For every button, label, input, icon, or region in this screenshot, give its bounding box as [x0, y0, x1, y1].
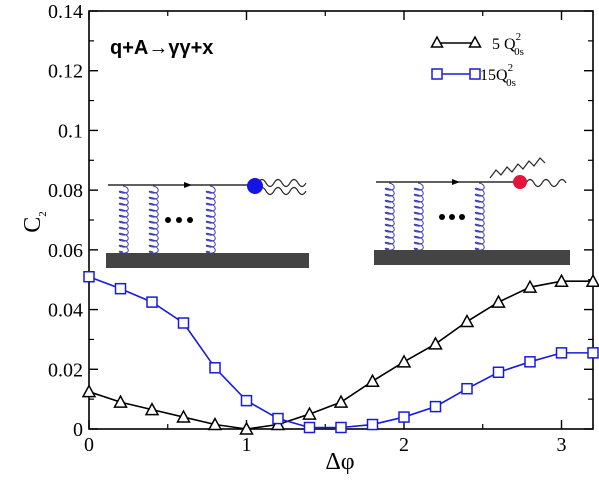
data-point	[398, 411, 410, 423]
nucleus-bar	[374, 250, 570, 265]
y-axis-label-sub: 2	[37, 211, 49, 217]
y-tick-label: 0.08	[48, 180, 83, 202]
arrow-icon	[452, 179, 460, 185]
ellipsis-dot	[449, 214, 455, 220]
data-point	[303, 421, 316, 434]
gluon-lines	[384, 182, 485, 251]
data-point	[429, 400, 442, 413]
gluon-lines	[118, 185, 216, 254]
y-tick-label: 0.12	[48, 61, 83, 83]
x-axis-label: Δφ	[325, 449, 354, 475]
data-point	[587, 347, 599, 359]
data-point	[522, 279, 538, 293]
y-axis-label-main: C	[20, 217, 46, 233]
data-point	[396, 354, 412, 368]
arrow-icon	[184, 182, 192, 188]
data-point	[113, 394, 128, 408]
series-15q	[83, 270, 599, 434]
data-point	[302, 406, 317, 420]
data-point	[114, 282, 127, 295]
photon-line	[257, 178, 307, 188]
left-diagram	[106, 178, 309, 268]
data-point	[83, 270, 95, 283]
legend-marker-triangle	[430, 35, 444, 48]
data-point	[144, 402, 160, 416]
data-point	[366, 418, 379, 431]
data-point	[492, 366, 505, 379]
legend-entry-5q: 5 Q2 0s	[430, 31, 524, 58]
legend-label-5q: 5 Q	[492, 36, 516, 53]
data-point	[209, 362, 221, 374]
x-tick-label: 2	[399, 434, 409, 456]
data-point	[239, 421, 254, 435]
data-point	[491, 294, 506, 308]
nucleus-bar	[106, 253, 309, 268]
data-point	[240, 394, 253, 407]
photon-line	[489, 157, 546, 179]
y-tick-label: 0.02	[48, 359, 83, 381]
legend-marker-square	[469, 68, 481, 80]
vertex-dot	[513, 175, 527, 189]
ellipsis-dot	[439, 214, 445, 220]
data-point	[335, 421, 347, 434]
y-tick-label: 0.06	[48, 240, 83, 262]
y-axis-label: C2	[20, 211, 49, 233]
gluon-line	[474, 182, 485, 251]
data-point	[428, 336, 443, 350]
svg-text:C2: C2	[20, 211, 49, 233]
ellipsis-dot	[187, 217, 193, 223]
data-point	[207, 416, 223, 431]
legend-marker-triangle	[468, 35, 482, 48]
data-point	[365, 373, 380, 387]
ellipsis-dot	[176, 217, 182, 223]
data-point	[459, 313, 475, 328]
series-5q	[81, 273, 599, 435]
gluon-line	[148, 185, 159, 254]
y-axis-ticks: 0 0.02 0.04 0.06 0.08 0.1 0.12 0.14	[48, 1, 593, 441]
legend: 5 Q2 0s 15Q2 0s	[430, 31, 524, 89]
data-point	[555, 347, 568, 359]
gluon-line	[413, 182, 424, 251]
x-tick-label: 0	[84, 434, 94, 456]
legend-label-15q: 15Q	[480, 67, 508, 84]
gluon-line	[205, 185, 216, 254]
x-tick-label: 1	[242, 434, 252, 456]
data-point	[461, 382, 473, 395]
y-tick-label: 0	[73, 419, 83, 441]
data-point	[177, 317, 190, 329]
legend-entry-15q: 15Q2 0s	[431, 62, 516, 89]
gluon-line	[384, 182, 395, 251]
data-point	[146, 296, 158, 308]
series-layer	[81, 270, 599, 435]
data-point	[554, 273, 569, 287]
ellipsis-dot	[459, 214, 465, 220]
data-point	[333, 394, 349, 408]
x-axis-ticks: 0 1 2 3	[84, 11, 567, 456]
y-tick-label: 0.04	[48, 300, 83, 322]
data-point	[81, 384, 97, 398]
data-point	[524, 356, 536, 368]
right-diagram	[374, 157, 570, 265]
y-tick-label: 0.14	[48, 1, 83, 23]
data-point	[272, 412, 284, 425]
data-point	[585, 273, 599, 287]
gluon-line	[118, 185, 129, 254]
x-tick-label: 3	[557, 434, 567, 456]
photon-line	[525, 178, 567, 188]
y-tick-label: 0.1	[58, 120, 83, 142]
photon-line	[257, 186, 307, 196]
ellipsis-dot	[165, 217, 171, 223]
legend-marker-square	[431, 68, 443, 80]
vertex-dot	[247, 178, 263, 194]
process-annotation: q+A→γγ+x	[110, 37, 213, 59]
data-point	[176, 409, 191, 423]
